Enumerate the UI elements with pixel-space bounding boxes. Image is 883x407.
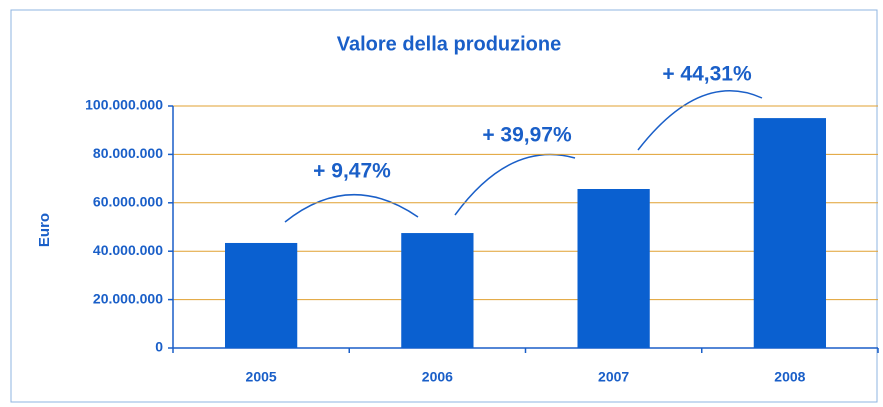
y-tick-label: 100.000.000 [85, 97, 163, 113]
x-tick-label: 2007 [598, 369, 629, 385]
chart-title: Valore della produzione [337, 33, 562, 55]
arc [637, 90, 763, 151]
x-tick-label: 2008 [774, 369, 805, 385]
arc [284, 193, 419, 223]
growth-label: + 9,47% [313, 160, 391, 183]
bar [401, 233, 474, 348]
y-tick-label: 60.000.000 [93, 194, 163, 210]
y-tick-label: 20.000.000 [93, 290, 163, 306]
growth-label: + 44,31% [662, 63, 752, 86]
growth-arcs [284, 90, 763, 223]
y-tick-label: 0 [155, 339, 163, 355]
growth-label: + 39,97% [482, 124, 572, 147]
x-tick-label: 2005 [246, 369, 277, 385]
bar [577, 189, 650, 348]
arc [454, 153, 576, 216]
y-tick-label: 80.000.000 [93, 145, 163, 161]
y-tick-label: 40.000.000 [93, 242, 163, 258]
bar [753, 118, 827, 348]
bar [224, 242, 298, 348]
x-tick-label: 2006 [422, 369, 453, 385]
y-axis-label: Euro [36, 213, 53, 247]
